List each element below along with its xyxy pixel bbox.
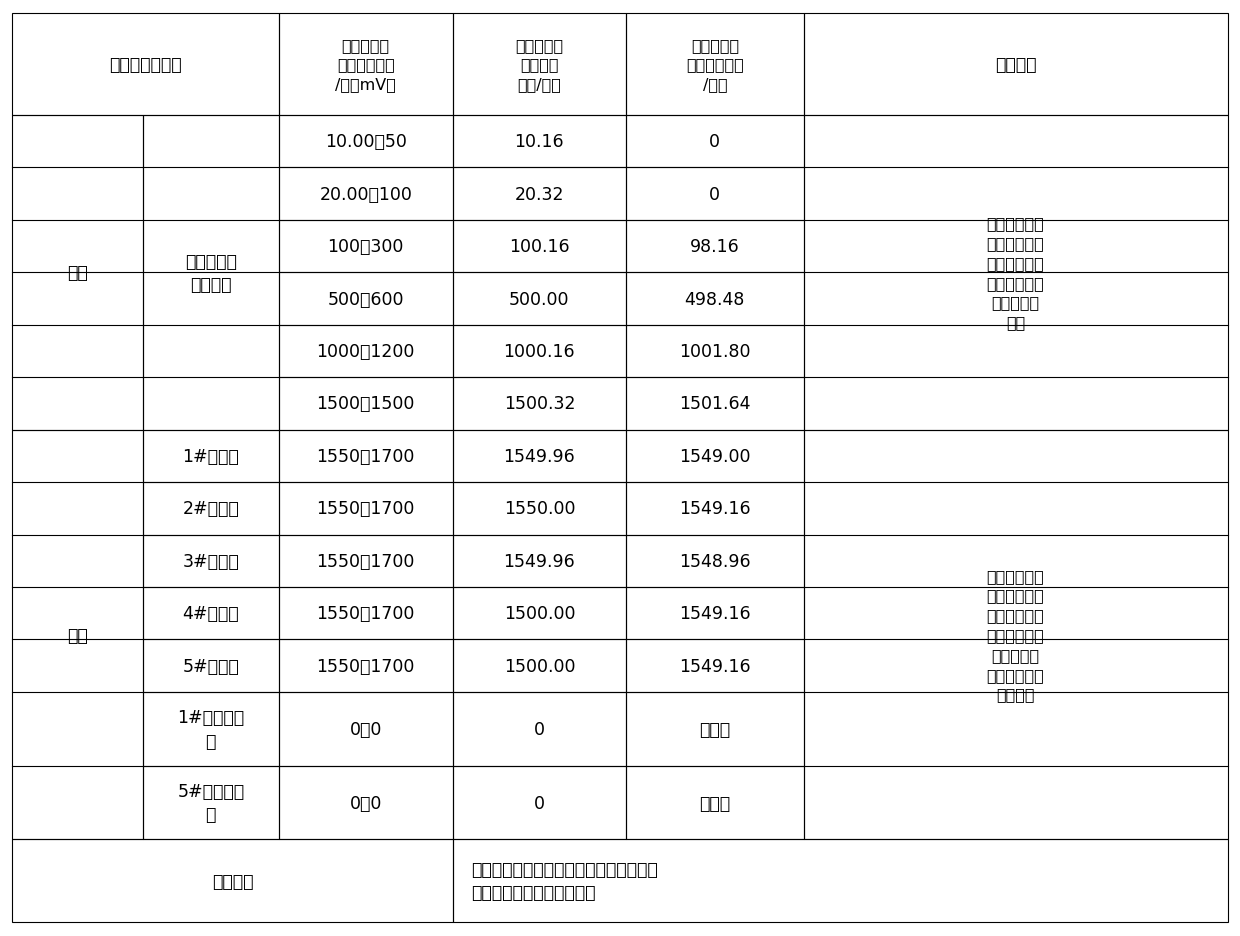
Text: 升周: 升周 xyxy=(67,264,88,282)
Text: 机器理论转
速、幅值（转
/秒、mV）: 机器理论转 速、幅值（转 /秒、mV） xyxy=(335,37,397,93)
Text: 1500.00: 1500.00 xyxy=(503,657,575,675)
Text: 新装置在正常
工况下，对离
心机转速传感
器输出信号的
处理质量更
高，故障判断
更准确。: 新装置在正常 工况下，对离 心机转速传感 器输出信号的 处理质量更 高，故障判断… xyxy=(987,568,1044,702)
Text: 0、0: 0、0 xyxy=(350,720,382,738)
Text: 结果分析: 结果分析 xyxy=(994,56,1037,74)
Text: 正常: 正常 xyxy=(67,626,88,644)
Text: 离心机运行工况: 离心机运行工况 xyxy=(109,56,182,74)
Text: 0: 0 xyxy=(709,133,720,151)
Text: 1549.96: 1549.96 xyxy=(503,552,575,570)
Text: 5#离心机断
线: 5#离心机断 线 xyxy=(177,782,244,824)
Text: 3#离心机: 3#离心机 xyxy=(182,552,239,570)
Text: 4#离心机: 4#离心机 xyxy=(182,605,239,622)
Text: 1550、1700: 1550、1700 xyxy=(316,552,415,570)
Text: 98.16: 98.16 xyxy=(689,238,740,256)
Text: 20.32: 20.32 xyxy=(515,185,564,203)
Text: 500、600: 500、600 xyxy=(327,290,404,308)
Text: 本发明装置在实际应用中能较大幅度提高
离心机转速测量的准确性。: 本发明装置在实际应用中能较大幅度提高 离心机转速测量的准确性。 xyxy=(471,860,658,901)
Text: 1#离心机断
线: 1#离心机断 线 xyxy=(177,709,244,750)
Text: 0: 0 xyxy=(709,185,720,203)
Text: 5#离心机: 5#离心机 xyxy=(182,657,239,675)
Text: 0、0: 0、0 xyxy=(350,794,382,812)
Text: 10.00、50: 10.00、50 xyxy=(325,133,407,151)
Text: 0: 0 xyxy=(534,794,544,812)
Text: 1549.00: 1549.00 xyxy=(680,447,750,465)
Text: 1550、1700: 1550、1700 xyxy=(316,657,415,675)
Text: 2#离心机: 2#离心机 xyxy=(182,500,239,518)
Text: 1500、1500: 1500、1500 xyxy=(316,395,415,413)
Text: 0: 0 xyxy=(534,720,544,738)
Text: 1#离心机: 1#离心机 xyxy=(182,447,239,465)
Text: 1500.32: 1500.32 xyxy=(503,395,575,413)
Text: 实测结论: 实测结论 xyxy=(212,871,253,890)
Text: 100.16: 100.16 xyxy=(510,238,569,256)
Text: 1549.16: 1549.16 xyxy=(680,605,750,622)
Text: 1550、1700: 1550、1700 xyxy=(316,605,415,622)
Text: 新装置在升周
工况下，对离
心机转速传感
器输出信号的
处理质量更
高。: 新装置在升周 工况下，对离 心机转速传感 器输出信号的 处理质量更 高。 xyxy=(987,216,1044,330)
Text: 1549.16: 1549.16 xyxy=(680,657,750,675)
Text: 498.48: 498.48 xyxy=(684,290,745,308)
Text: 不稳定: 不稳定 xyxy=(699,794,730,812)
Text: 1001.80: 1001.80 xyxy=(680,343,750,360)
Text: 固定一台离
心机测量: 固定一台离 心机测量 xyxy=(185,253,237,294)
Text: 1549.96: 1549.96 xyxy=(503,447,575,465)
Text: 1000、1200: 1000、1200 xyxy=(316,343,415,360)
Text: 1500.00: 1500.00 xyxy=(503,605,575,622)
Text: 500.00: 500.00 xyxy=(510,290,569,308)
Text: 1501.64: 1501.64 xyxy=(680,395,750,413)
Text: 1548.96: 1548.96 xyxy=(680,552,750,570)
Text: 1550、1700: 1550、1700 xyxy=(316,447,415,465)
Text: 20.00、100: 20.00、100 xyxy=(320,185,412,203)
Text: 不稳定: 不稳定 xyxy=(699,720,730,738)
Text: 100、300: 100、300 xyxy=(327,238,404,256)
Text: 1549.16: 1549.16 xyxy=(680,500,750,518)
Text: 10.16: 10.16 xyxy=(515,133,564,151)
Text: 1550.00: 1550.00 xyxy=(503,500,575,518)
Text: 1000.16: 1000.16 xyxy=(503,343,575,360)
Text: 俄方测频柜
实测结果（转
/秒）: 俄方测频柜 实测结果（转 /秒） xyxy=(686,37,744,93)
Text: 1550、1700: 1550、1700 xyxy=(316,500,415,518)
Text: 自主测频柜
实测结果
（转/秒）: 自主测频柜 实测结果 （转/秒） xyxy=(516,37,563,93)
